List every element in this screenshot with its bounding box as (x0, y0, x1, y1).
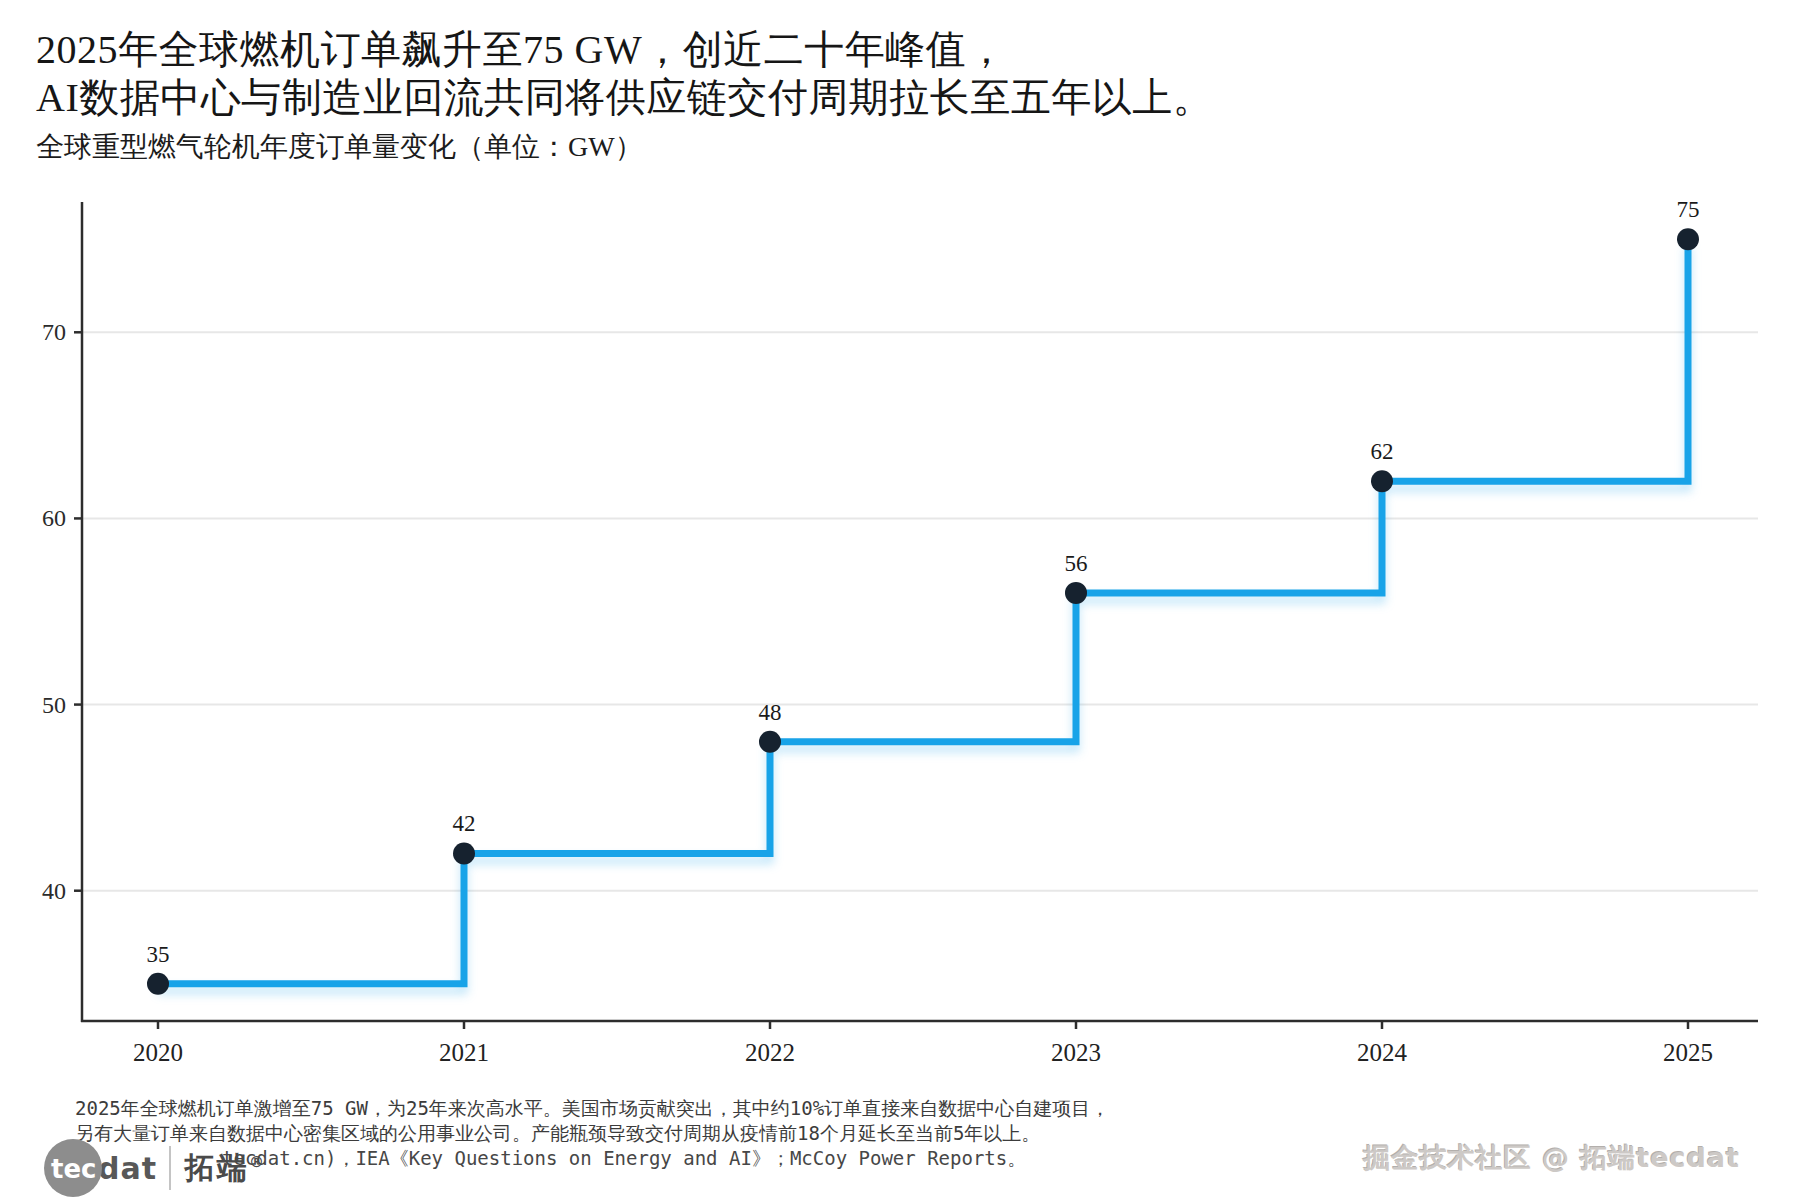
y-tick-label-50: 50 (42, 692, 66, 718)
caption-block: 2025年全球燃机订单激增至75 GW，为25年来次高水平。美国市场贡献突出，其… (75, 1096, 1475, 1146)
x-tick-label-2025: 2025 (1663, 1039, 1713, 1066)
step-line (158, 239, 1688, 984)
logo-text: dat (98, 1151, 157, 1186)
value-label-2023: 56 (1065, 551, 1088, 576)
source-note: tecdat.cn)，IEA《Key Questions on Energy a… (222, 1146, 1026, 1172)
value-label-2024: 62 (1371, 439, 1394, 464)
logo-circle-icon: tec (44, 1139, 102, 1197)
data-point-2024 (1371, 470, 1393, 492)
registered-mark-icon: ® (249, 1153, 266, 1171)
value-label-2022: 48 (759, 700, 782, 725)
tecdat-logo: tec dat 拓端® (44, 1136, 266, 1200)
caption-line1: 2025年全球燃机订单激增至75 GW，为25年来次高水平。美国市场贡献突出，其… (75, 1096, 1475, 1121)
data-point-2025 (1677, 228, 1699, 250)
x-tick-label-2021: 2021 (439, 1039, 489, 1066)
caption-line2: 另有大量订单来自数据中心密集区域的公用事业公司。产能瓶颈导致交付周期从疫情前18… (75, 1121, 1475, 1146)
value-label-2025: 75 (1677, 197, 1700, 222)
logo-cn-text: 拓端® (185, 1148, 266, 1189)
x-tick-label-2024: 2024 (1357, 1039, 1408, 1066)
x-tick-label-2023: 2023 (1051, 1039, 1101, 1066)
data-point-2021 (453, 842, 475, 864)
data-point-2023 (1065, 582, 1087, 604)
data-point-2020 (147, 973, 169, 995)
x-tick-label-2022: 2022 (745, 1039, 795, 1066)
x-tick-label-2020: 2020 (133, 1039, 183, 1066)
page: 2025年全球燃机订单飙升至75 GW，创近二十年峰值， AI数据中心与制造业回… (0, 0, 1800, 1200)
y-tick-label-40: 40 (42, 878, 66, 904)
logo-divider (169, 1146, 171, 1190)
watermark: 掘金技术社区 @ 拓端tecdat (1364, 1140, 1740, 1176)
value-label-2020: 35 (147, 942, 170, 967)
data-point-2022 (759, 731, 781, 753)
value-label-2021: 42 (453, 811, 476, 836)
step-chart: 40 50 60 70 2020 2021 2022 2023 2024 2025 35 42 48 56… (0, 0, 1800, 1200)
y-tick-label-70: 70 (42, 319, 66, 345)
logo-circle-text: tec (51, 1154, 96, 1184)
y-tick-label-60: 60 (42, 505, 66, 531)
